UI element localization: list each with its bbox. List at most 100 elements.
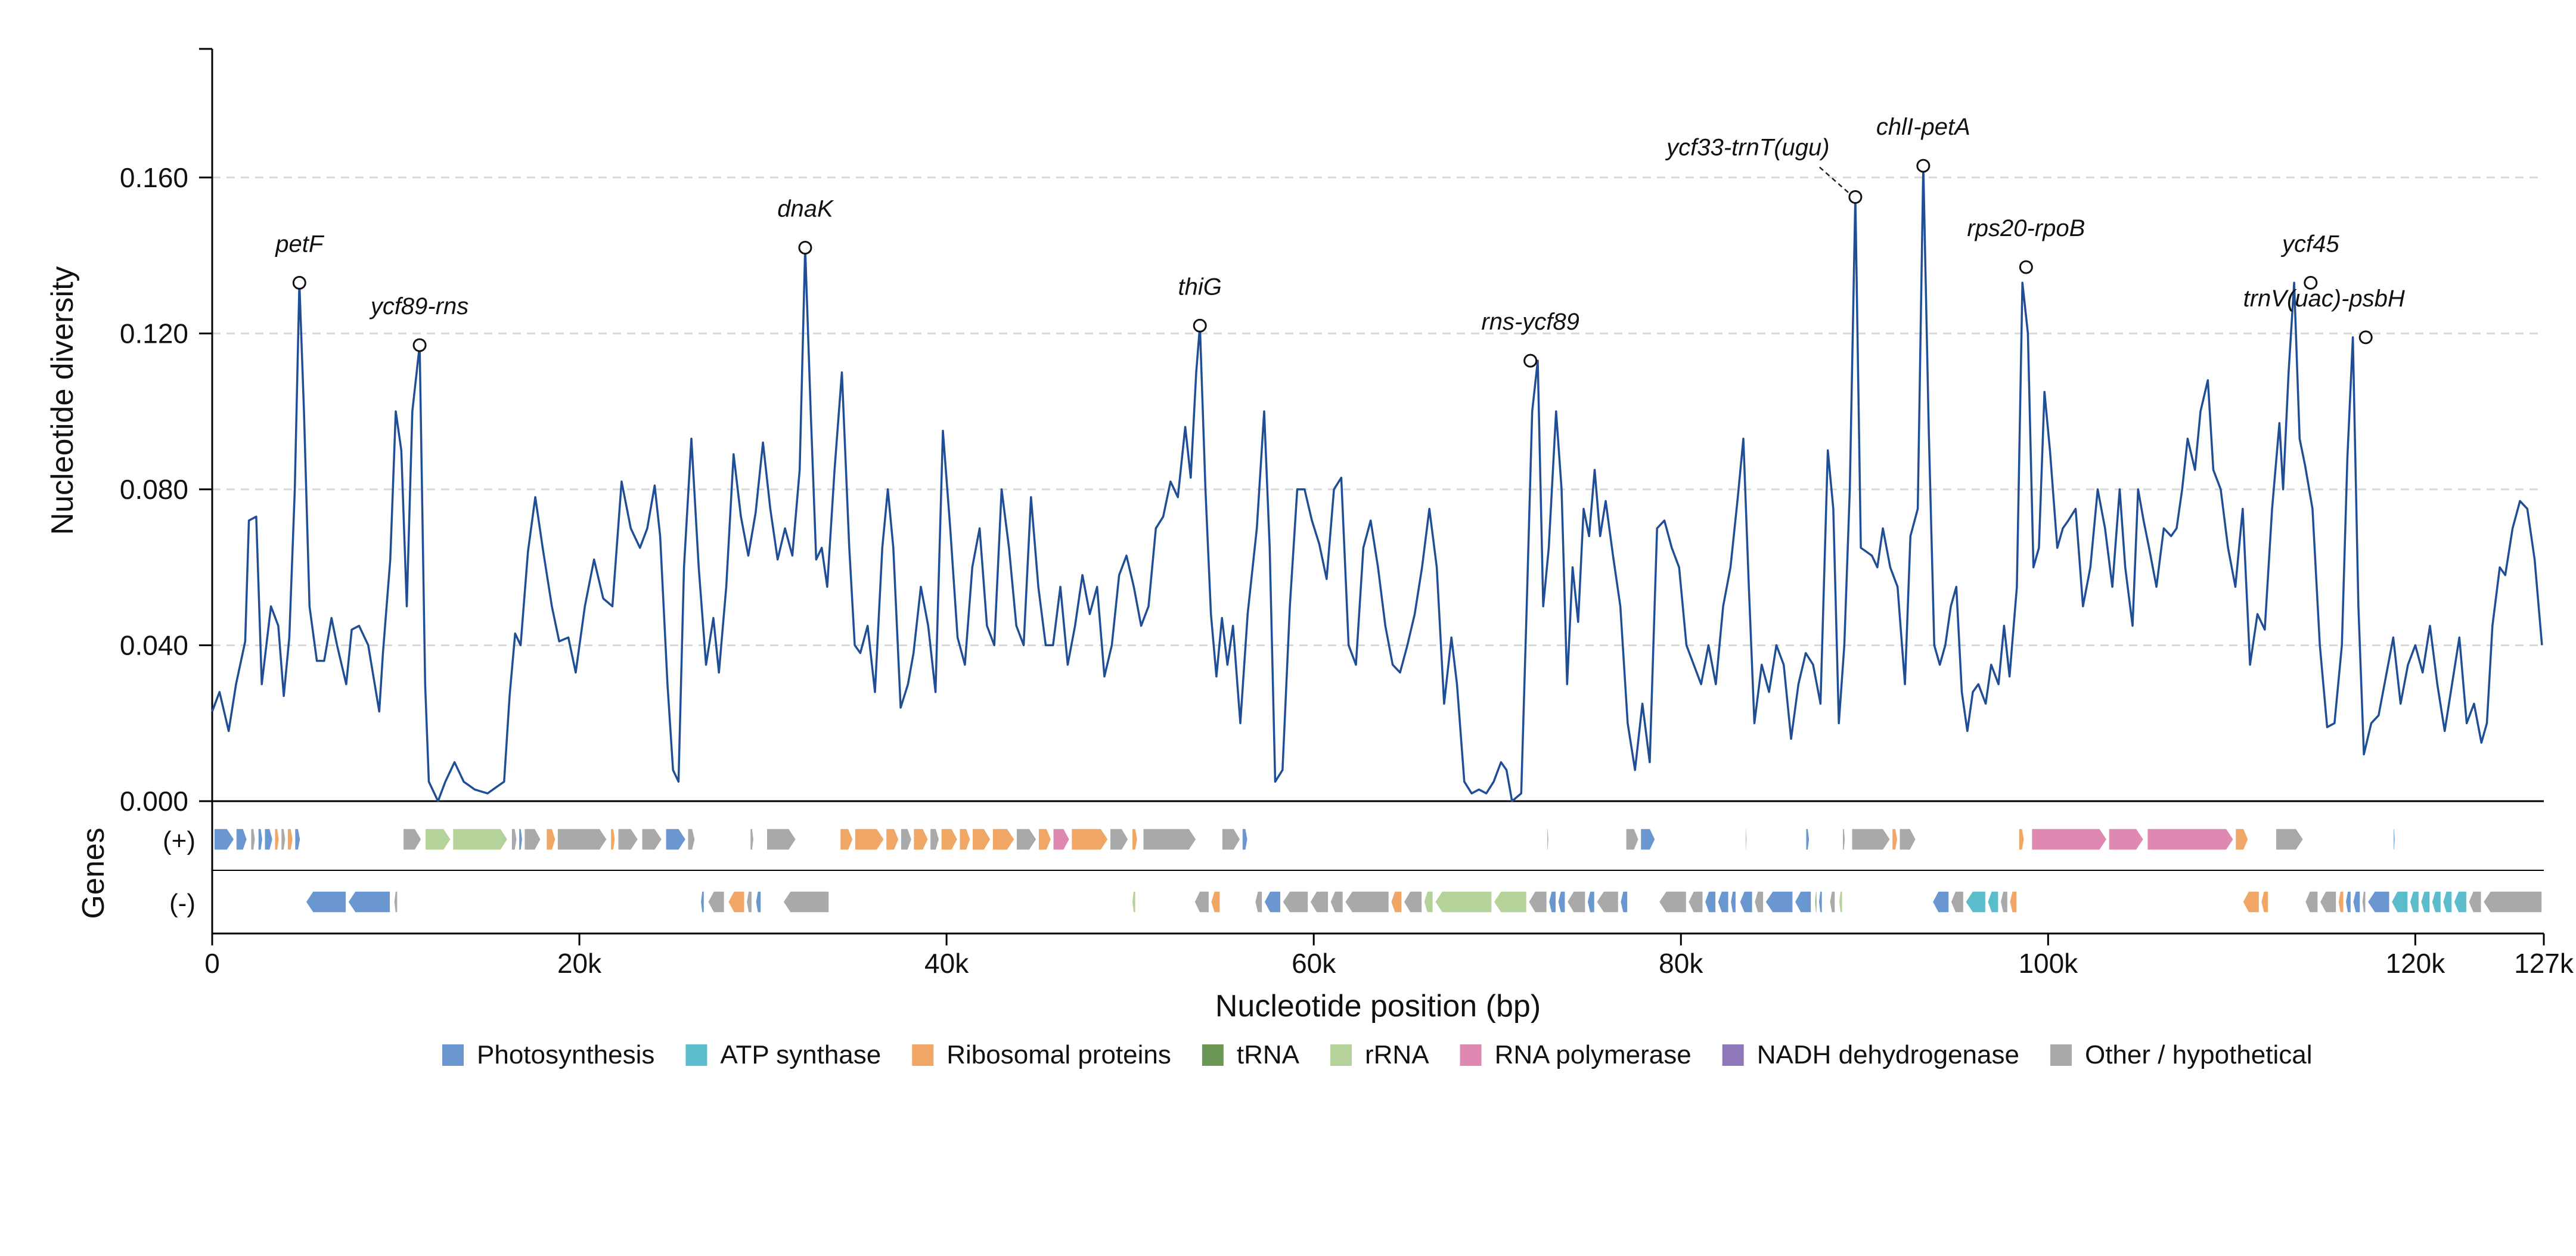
gene-arrow-minus — [2260, 891, 2269, 913]
legend-swatch — [1722, 1044, 1744, 1066]
gene-arrow-minus — [1730, 891, 1737, 913]
legend-label: ATP synthase — [720, 1040, 881, 1069]
gene-arrow-plus — [1142, 828, 1197, 851]
peak-marker — [2304, 275, 2318, 290]
legend-label: Other / hypothetical — [2085, 1040, 2313, 1069]
gene-arrow-minus — [1794, 891, 1812, 913]
legend-label: RNA polymerase — [1495, 1040, 1692, 1069]
gene-arrow-minus — [305, 891, 347, 913]
gene-arrow-minus — [2420, 891, 2431, 913]
gene-arrow-plus — [972, 828, 991, 851]
gene-arrow-minus — [1403, 891, 1423, 913]
gene-arrow-minus — [755, 891, 762, 913]
plus-strand-label: (+) — [163, 826, 195, 855]
axis-text: Nucleotide diversity Nucleotide position… — [45, 266, 1541, 1024]
gene-arrow-minus — [2367, 891, 2391, 913]
gene-arrow-plus — [257, 828, 263, 851]
gene-arrow-minus — [1548, 891, 1557, 913]
gene-arrow-plus — [617, 828, 639, 851]
gene-arrow-minus — [2361, 891, 2366, 913]
legend-label: Photosynthesis — [477, 1040, 654, 1069]
gene-track-title: Genes — [76, 827, 111, 919]
peak-marker — [1523, 353, 1538, 368]
gene-arrow-plus — [2018, 828, 2025, 851]
gene-arrow-plus — [913, 828, 929, 851]
gene-arrow-plus — [1842, 828, 1846, 851]
gene-arrow-plus — [2234, 828, 2249, 851]
gene-arrow-minus — [2409, 891, 2420, 913]
peak-marker — [1193, 318, 1207, 333]
gene-track — [213, 828, 2543, 913]
gene-arrow-plus — [2108, 828, 2144, 851]
gene-arrow-plus — [523, 828, 542, 851]
gene-arrow-plus — [280, 828, 286, 851]
gene-arrow-plus — [885, 828, 899, 851]
gene-arrow-minus — [1596, 891, 1619, 913]
gene-arrow-plus — [557, 828, 608, 851]
x-tick-label: 127k — [2514, 948, 2574, 979]
gene-arrow-plus — [610, 828, 616, 851]
diversity-line-layer — [211, 165, 2543, 802]
gene-arrow-plus — [992, 828, 1015, 851]
peak-marker — [1848, 190, 1863, 204]
legend: Photosynthesis ATP synthase Ribosomal prot… — [442, 1040, 2313, 1069]
x-tick-label: 60k — [1292, 948, 1336, 979]
gene-arrow-minus — [2338, 891, 2344, 913]
gene-arrow-minus — [1950, 891, 1964, 913]
gene-arrow-plus — [2031, 828, 2108, 851]
gene-arrow-plus — [839, 828, 854, 851]
diversity-line — [211, 165, 2543, 802]
x-tick-label: 20k — [557, 948, 602, 979]
legend-swatch — [442, 1044, 464, 1066]
gene-arrow-minus — [1687, 891, 1703, 913]
legend-swatch — [1202, 1044, 1224, 1066]
gene-arrow-plus — [235, 828, 248, 851]
gene-arrow-minus — [1753, 891, 1764, 913]
gene-arrow-minus — [2431, 891, 2442, 913]
peak-annotations: petF ycf89-rns dnaK thiG rns-ycf89 ycf33-trnT… — [275, 114, 2405, 368]
gene-arrow-minus — [393, 891, 398, 913]
gene-arrow-minus — [2482, 891, 2543, 913]
gene-arrow-plus — [1053, 828, 1070, 851]
legend-label: NADH dehydrogenase — [1757, 1040, 2019, 1069]
gene-arrow-plus — [518, 828, 523, 851]
gene-arrow-minus — [1739, 891, 1753, 913]
gene-arrow-minus — [1838, 891, 1843, 913]
gene-arrow-plus — [213, 828, 235, 851]
y-tick-label: 0.040 — [120, 629, 188, 660]
gene-arrow-minus — [2468, 891, 2482, 913]
gene-arrow-minus — [1528, 891, 1548, 913]
gene-arrow-minus — [1194, 891, 1210, 913]
gene-arrow-minus — [1254, 891, 1263, 913]
gene-arrow-plus — [1221, 828, 1241, 851]
legend-swatch — [685, 1044, 707, 1066]
gene-arrow-plus — [1038, 828, 1052, 851]
y-tick-label: 0.000 — [120, 786, 188, 817]
gene-arrow-minus — [1704, 891, 1717, 913]
gene-arrow-minus — [2345, 891, 2352, 913]
gene-arrow-plus — [2146, 828, 2234, 851]
gene-arrow-minus — [2009, 891, 2018, 913]
gene-arrow-minus — [347, 891, 391, 913]
x-tick-label: 100k — [2018, 948, 2078, 979]
legend-label: rRNA — [1365, 1040, 1429, 1069]
gene-arrow-minus — [1587, 891, 1596, 913]
gene-arrow-plus — [749, 828, 755, 851]
gene-arrow-minus — [1619, 891, 1628, 913]
gene-arrow-plus — [1242, 828, 1249, 851]
gene-arrow-minus — [707, 891, 725, 913]
gene-arrow-minus — [700, 891, 705, 913]
peak-label: dnaK — [777, 196, 834, 222]
gene-arrow-minus — [1264, 891, 1281, 913]
gene-arrow-minus — [1281, 891, 1309, 913]
gene-arrow-plus — [900, 828, 913, 851]
gene-arrow-minus — [2000, 891, 2009, 913]
gene-arrow-minus — [1932, 891, 1950, 913]
gene-arrow-minus — [1330, 891, 1344, 913]
gene-arrow-minus — [1434, 891, 1492, 913]
peak-label: petF — [275, 231, 325, 257]
gene-arrow-minus — [1717, 891, 1730, 913]
gene-arrow-plus — [665, 828, 687, 851]
gene-arrow-minus — [1818, 891, 1823, 913]
gene-arrow-minus — [783, 891, 830, 913]
